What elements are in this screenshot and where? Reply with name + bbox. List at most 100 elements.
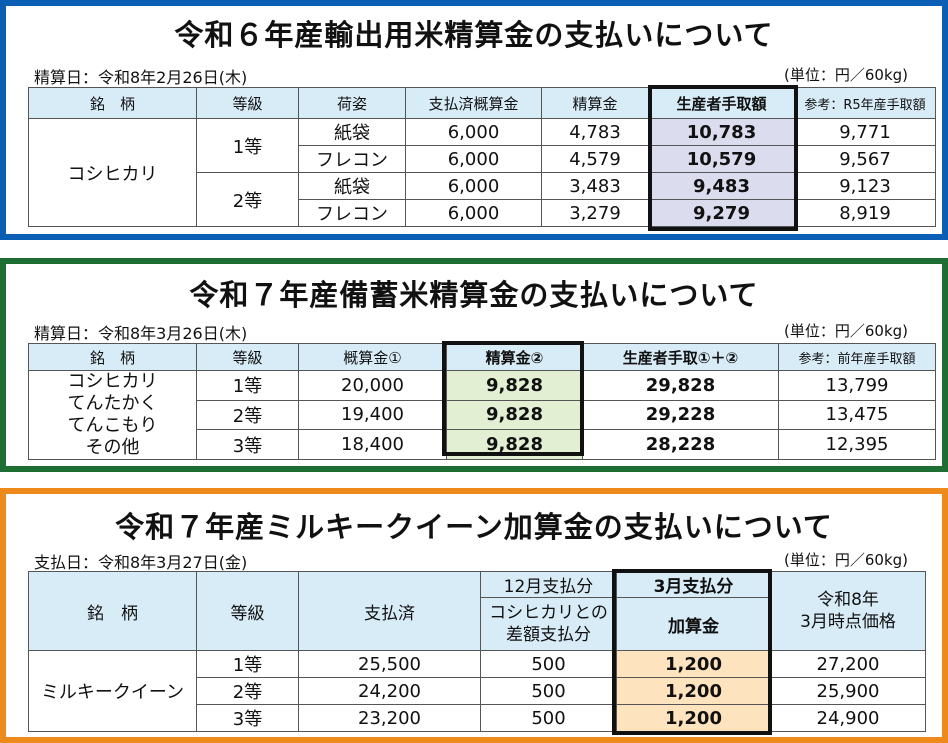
provisional-cell: 19,400 <box>298 399 447 431</box>
unit-label: (単位：円／60kg) <box>784 66 908 84</box>
pack-cell: フレコン <box>298 145 406 173</box>
col-mar-sub: 加算金 <box>616 597 771 651</box>
col-grade: 等級 <box>196 571 299 651</box>
grade-cell: 2等 <box>196 677 299 705</box>
price-cell: 27,200 <box>770 650 926 678</box>
paid-cell: 25,500 <box>298 650 481 678</box>
col-price-line2: 3月時点価格 <box>800 612 896 632</box>
table-row: コシヒカリ 1等 紙袋 6,000 4,783 10,783 9,771 <box>28 118 936 227</box>
col-grade: 等級 <box>196 87 299 119</box>
settle-cell: 9,828 <box>446 370 583 401</box>
col-brand: 銘 柄 <box>28 87 197 119</box>
addition-cell: 1,200 <box>616 650 771 678</box>
table-row: フレコン 6,000 3,279 9,279 8,919 <box>29 199 936 227</box>
settlement-date: 精算日：令和8年2月26日(木) <box>34 68 248 87</box>
dec-cell: 500 <box>480 704 617 732</box>
net-cell: 28,228 <box>582 429 779 460</box>
payment-date: 支払日：令和8年3月27日(金) <box>34 553 248 572</box>
paid-cell: 23,200 <box>298 704 481 732</box>
settle-cell: 9,828 <box>446 429 583 460</box>
grade-cell: 1等 <box>196 118 299 173</box>
panel-title: 令和７年産ミルキークイーン加算金の支払いについて <box>115 510 833 544</box>
col-dec-group: 12月支払分 <box>480 571 617 598</box>
paid-cell: 6,000 <box>405 199 542 227</box>
grade-cell: 3等 <box>196 429 299 460</box>
paid-cell: 24,200 <box>298 677 481 705</box>
grade-cell: 1等 <box>196 370 299 401</box>
col-price-line1: 令和8年 <box>817 590 879 610</box>
provisional-cell: 18,400 <box>298 429 447 460</box>
col-provisional: 概算金① <box>298 343 447 371</box>
col-paid: 支払済 <box>298 571 481 651</box>
net-cell: 10,783 <box>648 118 795 146</box>
net-cell: 29,828 <box>582 370 779 401</box>
table-row: コシヒカリ てんたかく てんこもり その他 1等 20,000 9,828 29… <box>28 370 936 460</box>
net-cell: 29,228 <box>582 399 779 431</box>
col-dec-sub: コシヒカリとの 差額支払分 <box>480 597 617 651</box>
net-cell: 9,483 <box>648 172 795 200</box>
unit-label: (単位：円／60kg) <box>784 322 908 340</box>
panel-title: 令和７年産備蓄米精算金の支払いについて <box>189 278 759 312</box>
paid-cell: 6,000 <box>405 172 542 200</box>
reserve-rice-panel: 令和７年産備蓄米精算金の支払いについて 精算日：令和8年3月26日(木) (単位… <box>0 258 948 472</box>
ref-cell: 12,395 <box>778 429 936 460</box>
export-rice-panel: 令和６年産輸出用米精算金の支払いについて 精算日：令和8年2月26日(木) (単… <box>0 0 948 240</box>
ref-cell: 13,799 <box>778 370 936 401</box>
table-row: 2等 19,400 9,828 29,228 13,475 <box>29 399 936 431</box>
col-brand: 銘 柄 <box>28 343 197 371</box>
ref-cell: 9,567 <box>794 145 936 173</box>
table-row: 2等 紙袋 6,000 3,483 9,483 9,123 <box>29 172 936 227</box>
brand-cell: コシヒカリ <box>28 118 197 227</box>
col-dec-sub-line2: 差額支払分 <box>506 625 591 645</box>
col-net: 生産者手取額 <box>648 87 795 119</box>
milky-queen-panel: 令和７年産ミルキークイーン加算金の支払いについて 支払日：令和8年3月27日(金… <box>0 488 948 743</box>
settle-cell: 4,783 <box>541 118 649 146</box>
addition-cell: 1,200 <box>616 704 771 732</box>
grade-cell: 2等 <box>196 399 299 431</box>
net-cell: 10,579 <box>648 145 795 173</box>
reserve-rice-table: 銘 柄 等級 概算金① 精算金② 生産者手取①＋② 参考：前年産手取額 コシヒカ… <box>28 343 936 460</box>
pack-cell: 紙袋 <box>298 118 406 146</box>
pack-cell: 紙袋 <box>298 172 406 200</box>
col-paid: 支払済概算金 <box>405 87 542 119</box>
net-cell: 9,279 <box>648 199 795 227</box>
col-settle: 精算金② <box>446 343 583 371</box>
brand-name: その他 <box>85 437 140 458</box>
col-grade: 等級 <box>196 343 299 371</box>
brand-name: てんたかく <box>67 393 158 414</box>
col-mar-group: 3月支払分 <box>616 571 771 598</box>
brand-name: コシヒカリ <box>67 371 158 393</box>
brand-list-cell: コシヒカリ てんたかく てんこもり その他 <box>28 370 197 460</box>
brand-cell: ミルキークイーン <box>28 650 197 732</box>
table-row: 3等 23,200 500 1,200 24,900 <box>29 704 926 732</box>
paid-cell: 6,000 <box>405 145 542 173</box>
col-price: 令和8年 3月時点価格 <box>770 571 926 651</box>
panel-title: 令和６年産輸出用米精算金の支払いについて <box>174 18 774 52</box>
col-ref: 参考：R5年産手取額 <box>794 87 936 119</box>
col-pack: 荷姿 <box>298 87 406 119</box>
col-dec-sub-line1: コシヒカリとの <box>489 603 608 623</box>
ref-cell: 8,919 <box>794 199 936 227</box>
dec-cell: 500 <box>480 677 617 705</box>
col-brand: 銘 柄 <box>28 571 197 651</box>
grade-cell: 2等 <box>196 172 299 227</box>
grade-cell: 3等 <box>196 704 299 732</box>
table-row: ミルキークイーン 1等 25,500 500 1,200 27,200 <box>28 650 926 732</box>
col-settle: 精算金 <box>541 87 649 119</box>
ref-cell: 9,771 <box>794 118 936 146</box>
table-row: 2等 24,200 500 1,200 25,900 <box>29 677 926 705</box>
dec-cell: 500 <box>480 650 617 678</box>
settle-cell: 9,828 <box>446 399 583 431</box>
settle-cell: 3,279 <box>541 199 649 227</box>
brand-name: てんこもり <box>67 415 158 436</box>
grade-cell: 1等 <box>196 650 299 678</box>
export-rice-table: 銘 柄 等級 荷姿 支払済概算金 精算金 生産者手取額 参考：R5年産手取額 コ… <box>28 87 936 227</box>
col-ref: 参考：前年産手取額 <box>778 343 936 371</box>
table-row: フレコン 6,000 4,579 10,579 9,567 <box>29 145 936 173</box>
table-row: 3等 18,400 9,828 28,228 12,395 <box>29 429 936 460</box>
addition-cell: 1,200 <box>616 677 771 705</box>
col-net: 生産者手取①＋② <box>582 343 779 371</box>
paid-cell: 6,000 <box>405 118 542 146</box>
ref-cell: 9,123 <box>794 172 936 200</box>
ref-cell: 13,475 <box>778 399 936 431</box>
